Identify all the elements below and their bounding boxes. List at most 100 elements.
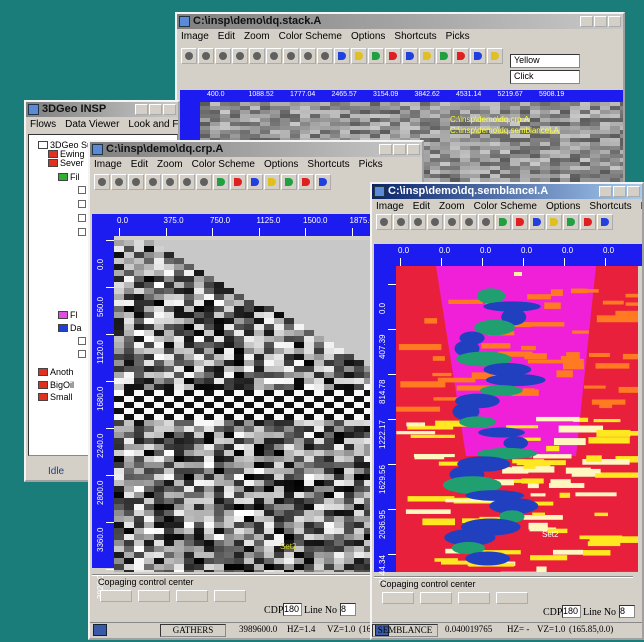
toolbar-button[interactable] — [215, 48, 231, 64]
minimize-button[interactable] — [580, 16, 593, 27]
minimize-button[interactable] — [379, 144, 392, 155]
tree-node[interactable]: Fl — [70, 310, 78, 320]
menu-item[interactable]: Picks — [641, 201, 642, 214]
playback-button[interactable] — [420, 592, 452, 604]
toolbar-button[interactable] — [495, 214, 511, 230]
toolbar-button[interactable] — [334, 48, 350, 64]
maximize-button[interactable] — [613, 186, 626, 197]
toolbar-button[interactable] — [111, 174, 127, 190]
toolbar-button[interactable] — [351, 48, 367, 64]
toolbar-button[interactable] — [419, 48, 435, 64]
tree-node[interactable]: Sever — [60, 158, 84, 168]
toolbar-button[interactable] — [461, 214, 477, 230]
menu-item[interactable]: Zoom — [244, 31, 270, 42]
menu-item[interactable]: Data Viewer — [65, 119, 120, 130]
toolbar-button[interactable] — [281, 174, 297, 190]
toolbar-button[interactable] — [563, 214, 579, 230]
menu-item[interactable]: Shortcuts — [589, 201, 632, 212]
playback-button[interactable] — [458, 592, 490, 604]
minimize-button[interactable] — [599, 186, 612, 197]
minimize-button[interactable] — [135, 104, 148, 115]
menu-item[interactable]: Zoom — [157, 159, 183, 170]
menu-item[interactable]: Options — [545, 201, 581, 212]
close-button[interactable] — [163, 104, 176, 115]
toolbar-button[interactable] — [198, 48, 214, 64]
toolbar-button[interactable] — [230, 174, 246, 190]
playback-button[interactable] — [496, 592, 528, 604]
line-input[interactable]: 8 — [619, 605, 635, 618]
toolbar-button[interactable] — [181, 48, 197, 64]
toolbar-button[interactable] — [247, 174, 263, 190]
toolbar-button[interactable] — [145, 174, 161, 190]
toolbar-button[interactable] — [196, 174, 212, 190]
cdp-input[interactable]: 180 — [283, 603, 302, 616]
toolbar-button[interactable] — [427, 214, 443, 230]
menu-item[interactable]: Image — [181, 31, 209, 42]
toolbar-button[interactable] — [546, 214, 562, 230]
playback-button[interactable] — [138, 590, 170, 602]
menu-item[interactable]: Shortcuts — [307, 159, 350, 170]
menu-item[interactable]: Shortcuts — [394, 31, 437, 42]
toolbar-button[interactable] — [266, 48, 282, 64]
menu-item[interactable]: Image — [94, 159, 122, 170]
toolbar-button[interactable] — [128, 174, 144, 190]
maximize-button[interactable] — [149, 104, 162, 115]
tree-node[interactable]: 3DGeo Sur — [50, 140, 96, 150]
toolbar-button[interactable] — [512, 214, 528, 230]
toolbar-button[interactable] — [249, 48, 265, 64]
toolbar-button[interactable] — [436, 48, 452, 64]
toolbar-button[interactable] — [213, 174, 229, 190]
toolbar-button[interactable] — [376, 214, 392, 230]
toolbar-button[interactable] — [529, 214, 545, 230]
toolbar-button[interactable] — [444, 214, 460, 230]
toolbar-button[interactable] — [470, 48, 486, 64]
toolbar-button[interactable] — [580, 214, 596, 230]
toolbar-button[interactable] — [298, 174, 314, 190]
toolbar-button[interactable] — [393, 214, 409, 230]
menu-item[interactable]: Options — [350, 31, 386, 42]
toolbar-button[interactable] — [410, 214, 426, 230]
tree-node[interactable]: Fil — [70, 172, 80, 182]
menu-item[interactable]: Look and Feel — [128, 119, 179, 130]
toolbar-button[interactable] — [453, 48, 469, 64]
close-button[interactable] — [627, 186, 640, 197]
tree-node[interactable]: Ewing — [60, 149, 85, 159]
toolbar-button[interactable] — [283, 48, 299, 64]
maximize-button[interactable] — [594, 16, 607, 27]
toolbar-button[interactable] — [179, 174, 195, 190]
toolbar-button[interactable] — [264, 174, 280, 190]
tree-node[interactable]: BigOil — [50, 380, 75, 390]
playback-button[interactable] — [176, 590, 208, 602]
menu-item[interactable]: Edit — [412, 201, 431, 212]
menu-item[interactable]: Edit — [217, 31, 236, 42]
toolbar-button[interactable] — [317, 48, 333, 64]
playback-button[interactable] — [382, 592, 414, 604]
menu-item[interactable]: Flows — [30, 119, 57, 130]
line-input[interactable]: 8 — [340, 603, 356, 616]
menu-item[interactable]: Options — [263, 159, 299, 170]
toolbar-button[interactable] — [315, 174, 331, 190]
menu-item[interactable]: Color Scheme — [473, 201, 537, 212]
toolbar-button[interactable] — [232, 48, 248, 64]
toolbar-button[interactable] — [368, 48, 384, 64]
toolbar-button[interactable] — [300, 48, 316, 64]
toolbar-button[interactable] — [487, 48, 503, 64]
toolbar-button[interactable] — [162, 174, 178, 190]
menu-item[interactable]: Image — [376, 201, 404, 212]
dropdown[interactable]: Yellow — [510, 54, 580, 68]
playback-button[interactable] — [214, 590, 246, 602]
tree-node[interactable]: Anoth — [50, 367, 74, 377]
tree-node[interactable]: Small — [50, 392, 73, 402]
tree-node[interactable]: Da — [70, 323, 82, 333]
toolbar-button[interactable] — [385, 48, 401, 64]
close-button[interactable] — [608, 16, 621, 27]
toolbar-button[interactable] — [94, 174, 110, 190]
cdp-input[interactable]: 180 — [562, 605, 581, 618]
menu-item[interactable]: Color Scheme — [278, 31, 342, 42]
toolbar-button[interactable] — [402, 48, 418, 64]
dropdown[interactable]: Click — [510, 70, 580, 84]
close-button[interactable] — [407, 144, 420, 155]
menu-item[interactable]: Color Scheme — [191, 159, 255, 170]
menu-item[interactable]: Edit — [130, 159, 149, 170]
playback-button[interactable] — [100, 590, 132, 602]
